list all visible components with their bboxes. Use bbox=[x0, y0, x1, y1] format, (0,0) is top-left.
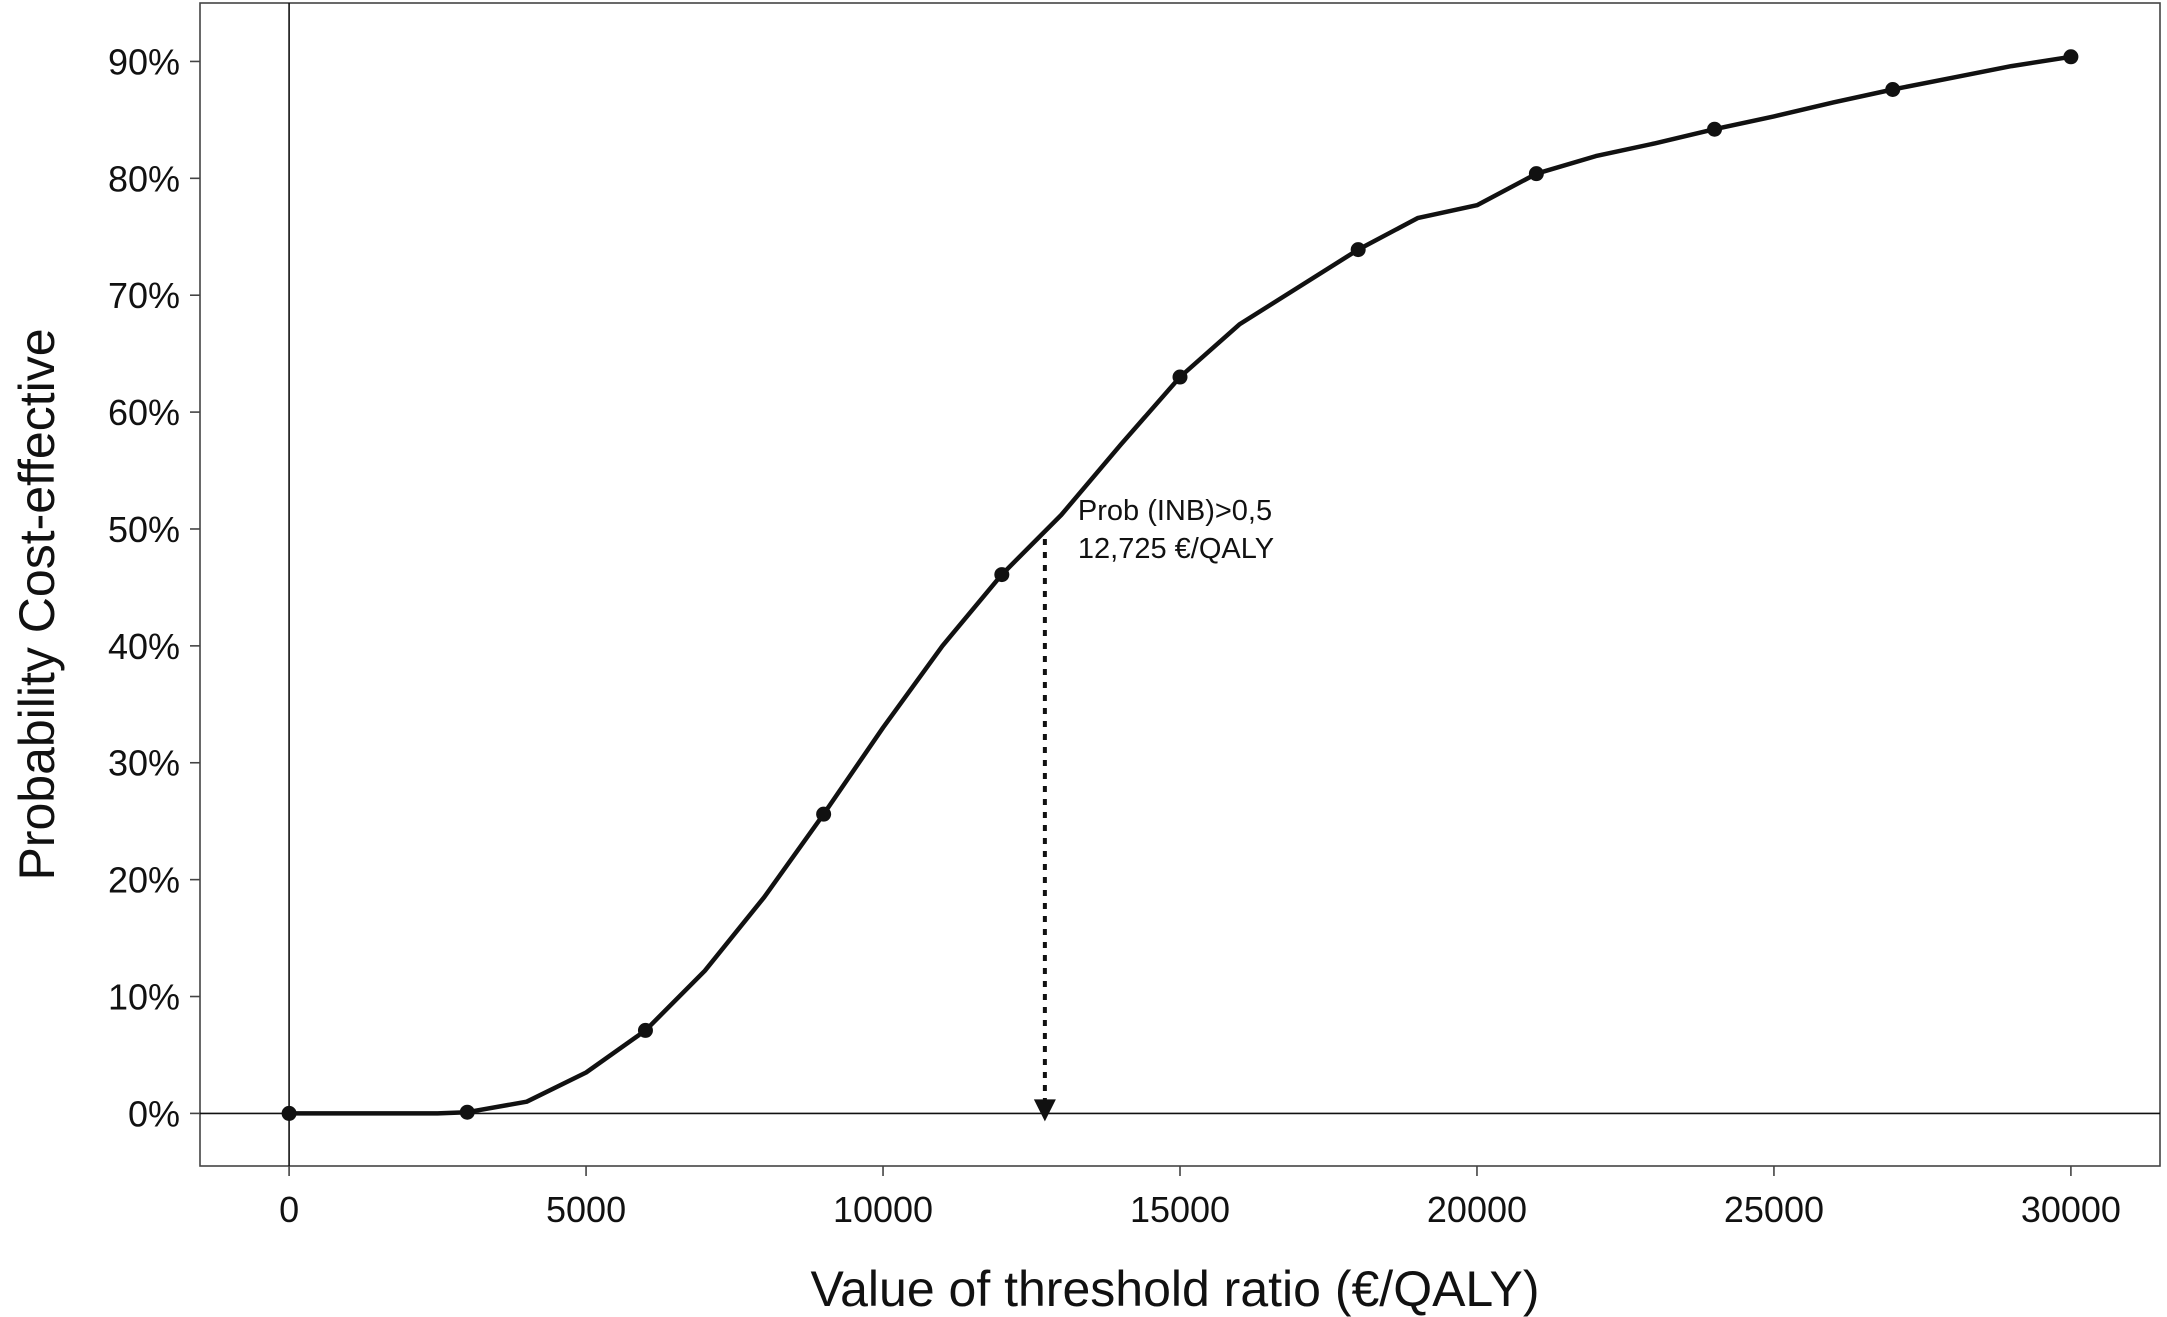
data-point bbox=[459, 1104, 475, 1120]
data-point bbox=[2063, 49, 2079, 65]
y-tick-label: 30% bbox=[108, 743, 180, 784]
y-tick-label: 20% bbox=[108, 860, 180, 901]
x-tick-labels: 0 5000 10000 15000 20000 25000 30000 bbox=[279, 1166, 2121, 1230]
y-tick-label: 80% bbox=[108, 158, 180, 199]
annotation-text-line1: Prob (INB)>0,5 bbox=[1078, 495, 1272, 527]
x-tick-label: 10000 bbox=[833, 1189, 933, 1230]
x-tick-label: 30000 bbox=[2021, 1189, 2121, 1230]
x-tick-label: 15000 bbox=[1130, 1189, 1230, 1230]
data-point bbox=[1528, 166, 1544, 182]
data-point bbox=[1172, 369, 1188, 385]
y-tick-label: 10% bbox=[108, 977, 180, 1018]
plot-frame bbox=[199, 2, 2161, 1167]
x-axis-title: Value of threshold ratio (€/QALY) bbox=[810, 1261, 1539, 1317]
annotation-text-line2: 12,725 €/QALY bbox=[1078, 533, 1274, 565]
y-axis-title: Probability Cost-effective bbox=[9, 328, 65, 880]
data-point bbox=[816, 806, 832, 822]
data-point bbox=[994, 567, 1010, 583]
data-point bbox=[1885, 81, 1901, 97]
x-tick-label: 5000 bbox=[546, 1189, 626, 1230]
series-line bbox=[286, 54, 2074, 1116]
y-tick-label: 40% bbox=[108, 626, 180, 667]
y-tick-label: 60% bbox=[108, 392, 180, 433]
x-tick-label: 0 bbox=[279, 1189, 299, 1230]
y-tick-labels: 0% 10% 20% 30% 40% 50% 60% 70% 80% 90% bbox=[108, 41, 200, 1134]
data-point bbox=[281, 1105, 297, 1121]
annotation-group: Prob (INB)>0,5 12,725 €/QALY bbox=[1033, 495, 1274, 1122]
annotation-arrowhead bbox=[1033, 1099, 1056, 1122]
y-tick-label: 90% bbox=[108, 41, 180, 82]
x-tick-label: 20000 bbox=[1427, 1189, 1527, 1230]
data-point bbox=[1707, 121, 1723, 137]
y-tick-label: 70% bbox=[108, 275, 180, 316]
y-tick-label: 50% bbox=[108, 509, 180, 550]
x-tick-label: 25000 bbox=[1724, 1189, 1824, 1230]
y-tick-label: 0% bbox=[128, 1093, 180, 1134]
series-group bbox=[281, 49, 2079, 1121]
data-point bbox=[1350, 242, 1366, 258]
data-point bbox=[637, 1022, 653, 1038]
